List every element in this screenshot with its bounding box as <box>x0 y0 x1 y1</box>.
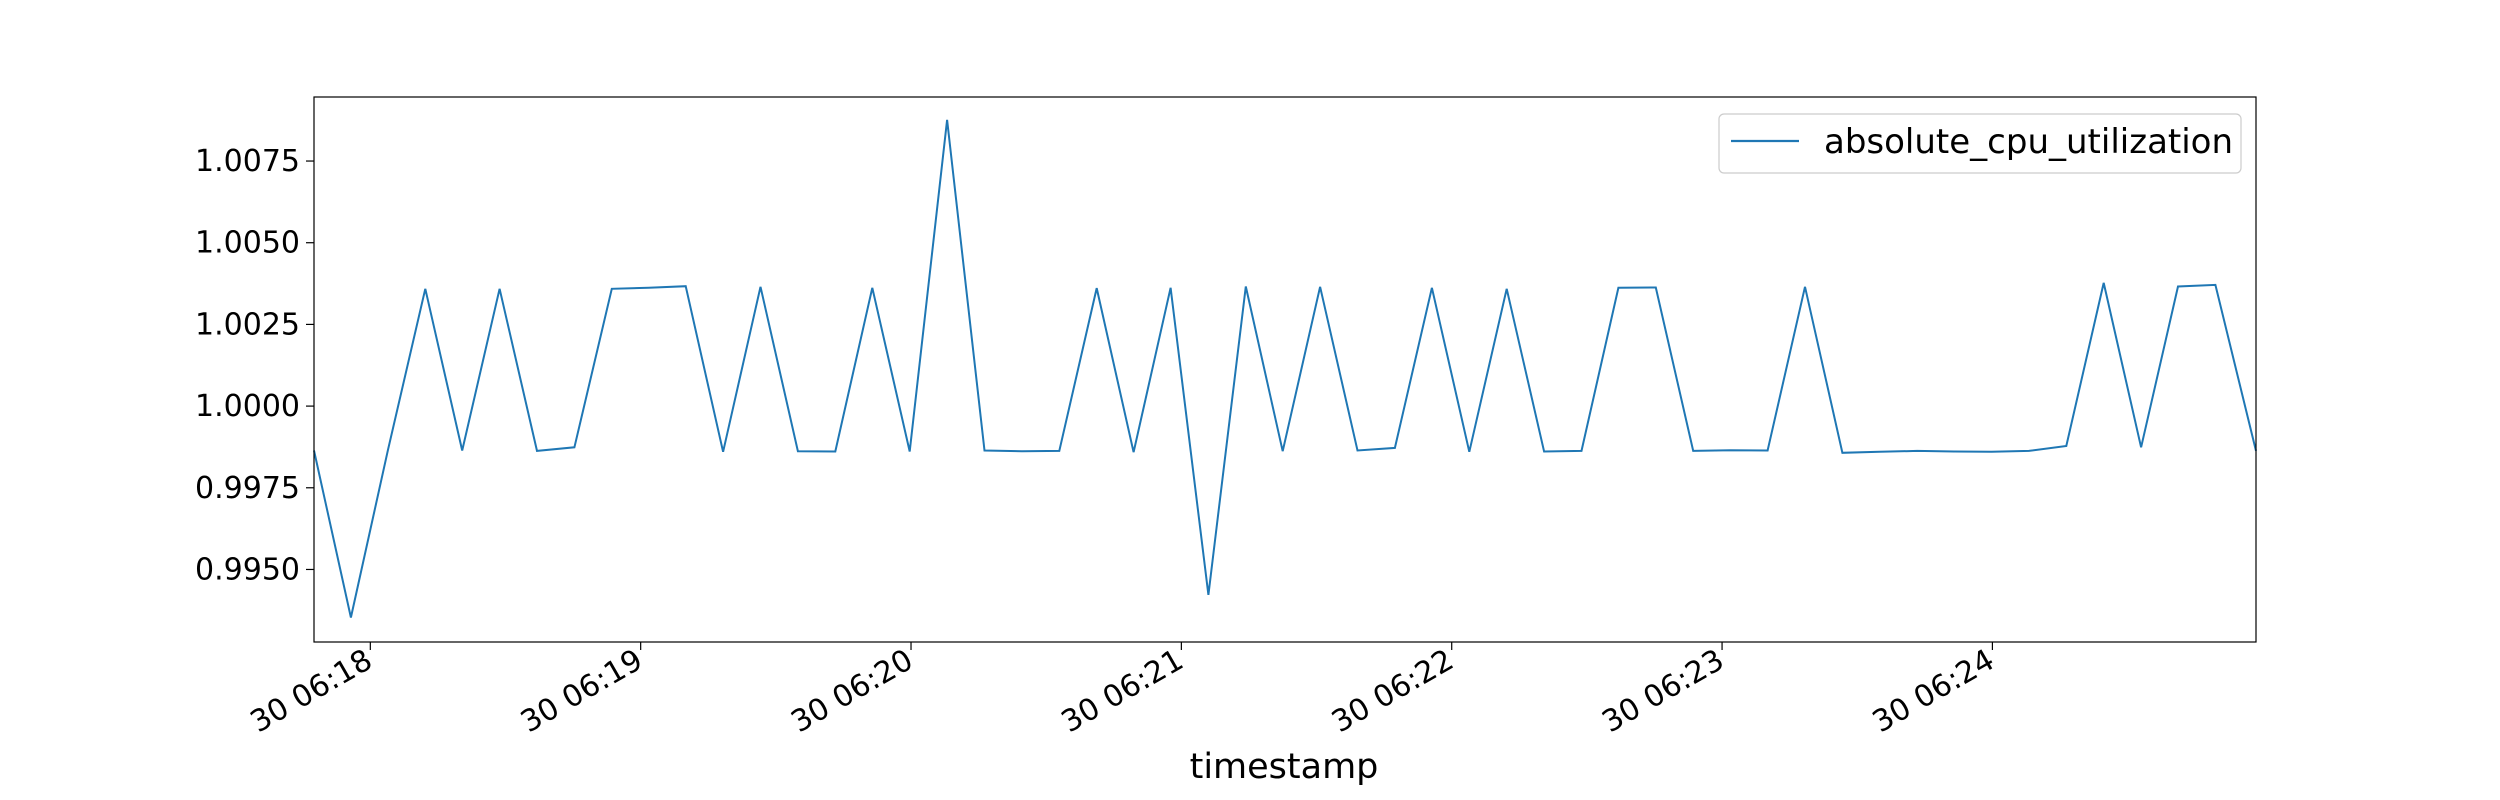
legend: absolute_cpu_utilization <box>1718 113 2242 174</box>
x-axis-title: timestamp <box>1190 747 1379 787</box>
series-lines <box>313 119 2257 618</box>
y-tick-label: 1.0050 <box>195 226 300 261</box>
series-line <box>313 119 2257 618</box>
legend-label: absolute_cpu_utilization <box>1824 122 2233 162</box>
y-tick-label: 1.0000 <box>195 389 300 424</box>
y-tick-label: 1.0025 <box>195 307 300 342</box>
y-tick-label: 0.9950 <box>195 552 300 587</box>
legend-box <box>1718 113 2242 174</box>
y-tick-label: 0.9975 <box>195 471 300 506</box>
plot-frame <box>313 96 2257 643</box>
y-tick-label: 1.0075 <box>195 144 300 179</box>
